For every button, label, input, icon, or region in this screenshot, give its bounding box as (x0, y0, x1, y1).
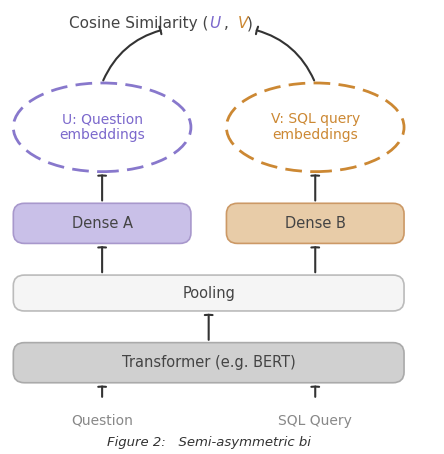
FancyBboxPatch shape (13, 343, 404, 383)
Text: Dense B: Dense B (285, 216, 346, 231)
Text: U: U (209, 16, 220, 31)
Text: SQL Query: SQL Query (278, 414, 352, 428)
Text: Transformer (e.g. BERT): Transformer (e.g. BERT) (122, 355, 296, 370)
Text: Figure 2:   Semi-asymmetric bi: Figure 2: Semi-asymmetric bi (107, 435, 311, 449)
Ellipse shape (13, 83, 191, 172)
FancyBboxPatch shape (226, 203, 404, 243)
Text: Cosine Similarity (: Cosine Similarity ( (69, 16, 209, 31)
Text: ,: , (224, 16, 234, 31)
Text: V: V (238, 16, 248, 31)
Ellipse shape (226, 83, 404, 172)
Text: Question: Question (71, 414, 133, 428)
Text: Pooling: Pooling (182, 286, 235, 301)
FancyBboxPatch shape (13, 275, 404, 311)
Text: ): ) (246, 16, 252, 31)
Text: U: Question
embeddings: U: Question embeddings (59, 112, 145, 143)
Text: V: SQL query
embeddings: V: SQL query embeddings (270, 112, 360, 143)
Text: Dense A: Dense A (71, 216, 133, 231)
FancyBboxPatch shape (13, 203, 191, 243)
